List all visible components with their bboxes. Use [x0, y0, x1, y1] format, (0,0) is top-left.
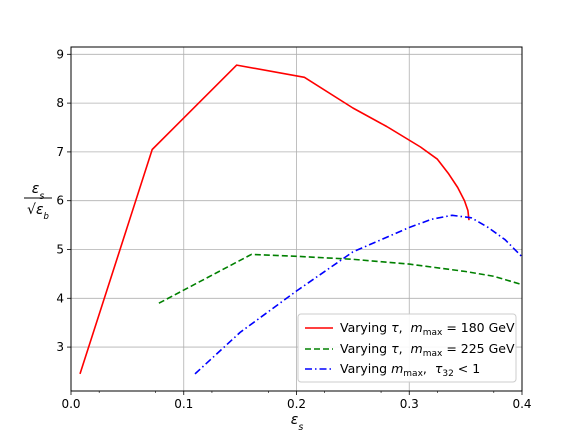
- y-axis-label: εs √εb: [24, 181, 52, 222]
- y-axis-label-denominator: √εb: [27, 202, 49, 222]
- y-tick-label: 3: [56, 340, 64, 354]
- series-layer: [79, 64, 523, 375]
- y-tick-label: 5: [56, 242, 64, 256]
- series-line-2: [158, 253, 523, 304]
- y-tick-label: 7: [56, 145, 64, 159]
- y-axis-label-numerator: εs: [32, 181, 45, 202]
- x-tick-label: 0.0: [61, 397, 80, 411]
- legend-label-series-3: Varying mmax, τ32 < 1: [340, 361, 480, 379]
- legend-box: [297, 313, 517, 383]
- legend-label-series-2: Varying τ, mmax = 225 GeV: [340, 341, 515, 359]
- series-line-3: [194, 214, 523, 375]
- y-tick-label: 4: [56, 291, 64, 305]
- legend-label-series-1: Varying τ, mmax = 180 GeV: [340, 320, 515, 338]
- y-axis-ticks: 3 4 5 6 7 8 9: [56, 47, 71, 354]
- y-tick-label: 9: [56, 47, 64, 61]
- x-tick-label: 0.2: [287, 397, 306, 411]
- x-tick-label: 0.4: [512, 397, 531, 411]
- x-tick-label: 0.3: [400, 397, 419, 411]
- x-axis-label: εs: [291, 412, 304, 433]
- y-tick-label: 6: [56, 194, 64, 208]
- legend: Varying τ, mmax = 180 GeV Varying τ, mma…: [297, 313, 517, 383]
- y-tick-label: 8: [56, 96, 64, 110]
- series-line-1: [79, 64, 470, 375]
- x-axis-ticks: 0.0 0.1 0.2 0.3 0.4: [61, 391, 532, 411]
- x-tick-label: 0.1: [174, 397, 193, 411]
